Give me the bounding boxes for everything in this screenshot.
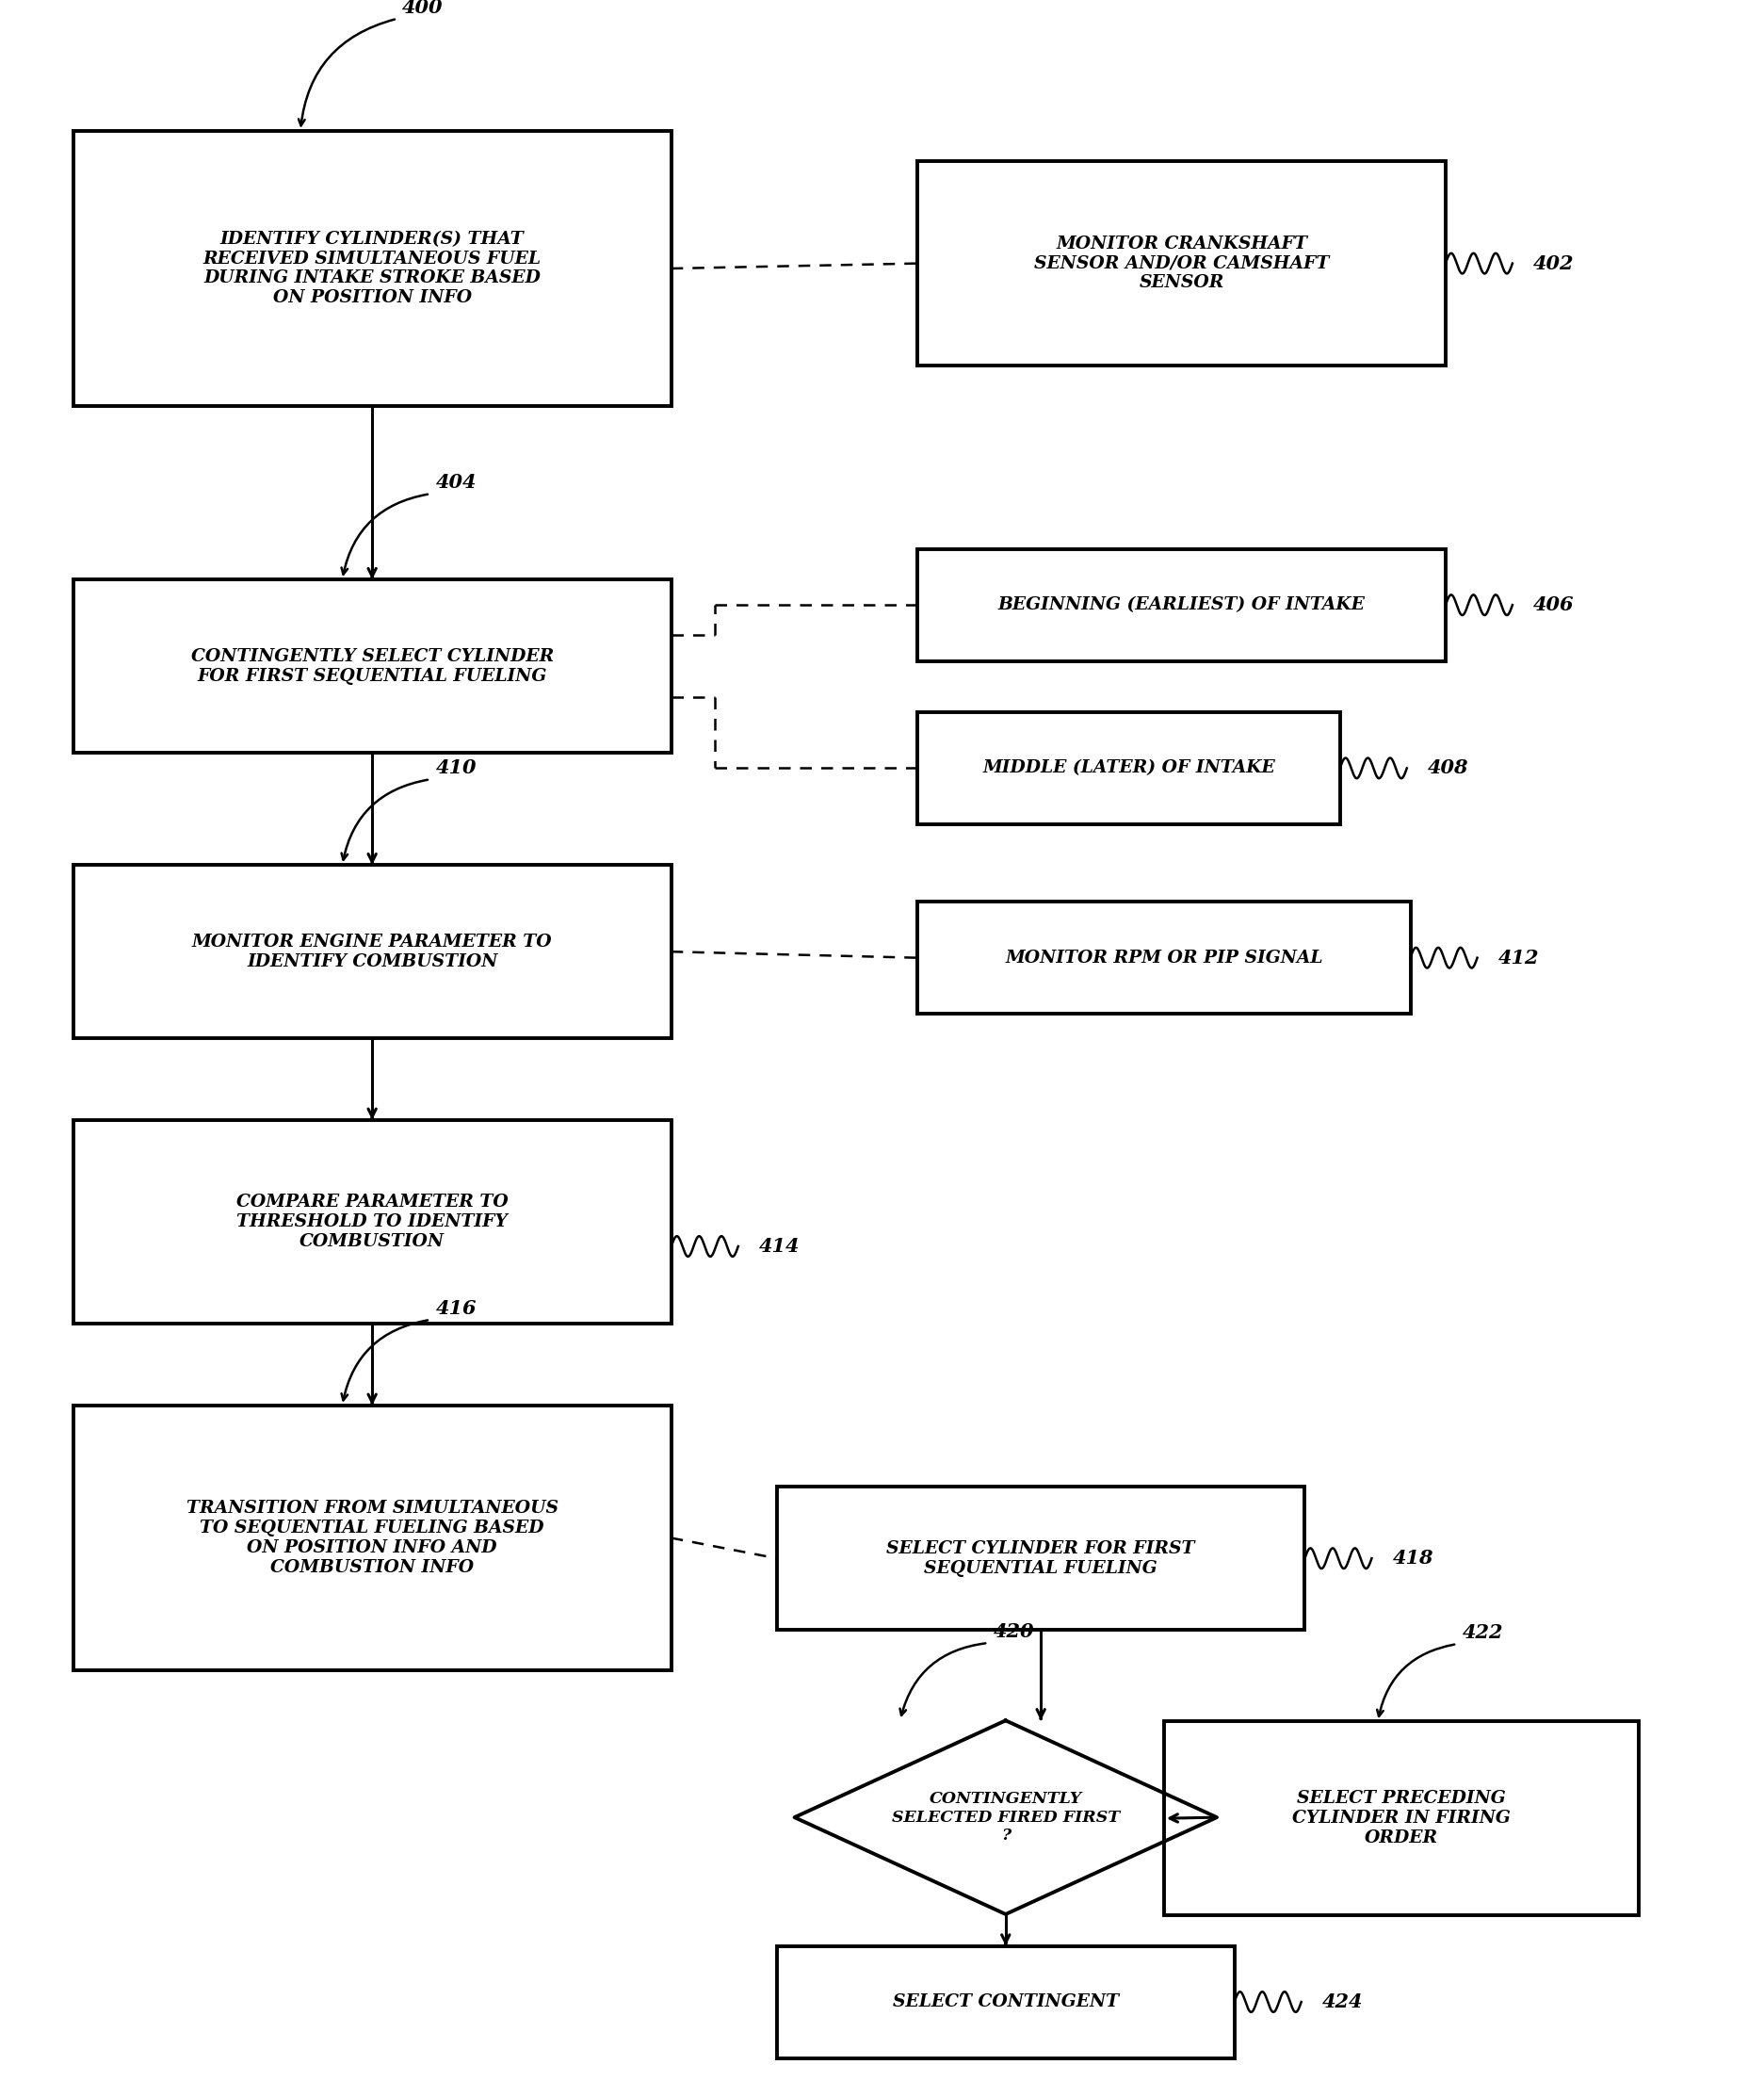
FancyBboxPatch shape [72,1120,670,1324]
Text: SELECT CYLINDER FOR FIRST
SEQUENTIAL FUELING: SELECT CYLINDER FOR FIRST SEQUENTIAL FUE… [886,1540,1194,1577]
Text: CONTINGENTLY
SELECTED FIRED FIRST
?: CONTINGENTLY SELECTED FIRED FIRST ? [891,1792,1118,1844]
Text: 418: 418 [1392,1548,1432,1567]
Text: COMPARE PARAMETER TO
THRESHOLD TO IDENTIFY
COMBUSTION: COMPARE PARAMETER TO THRESHOLD TO IDENTI… [236,1194,508,1251]
Text: MONITOR ENGINE PARAMETER TO
IDENTIFY COMBUSTION: MONITOR ENGINE PARAMETER TO IDENTIFY COM… [192,934,552,970]
Text: 404: 404 [436,472,476,491]
FancyBboxPatch shape [72,131,670,406]
FancyBboxPatch shape [72,866,670,1038]
FancyBboxPatch shape [917,162,1445,366]
Text: 402: 402 [1533,254,1573,273]
Text: 412: 412 [1498,949,1538,968]
Text: MONITOR RPM OR PIP SIGNAL: MONITOR RPM OR PIP SIGNAL [1004,949,1323,966]
Text: 424: 424 [1321,1992,1362,2012]
FancyBboxPatch shape [72,579,670,753]
Text: 416: 416 [436,1299,476,1317]
FancyBboxPatch shape [776,1488,1304,1629]
Text: 400: 400 [402,0,443,17]
Text: 410: 410 [436,757,476,778]
Polygon shape [794,1721,1215,1915]
Text: CONTINGENTLY SELECT CYLINDER
FOR FIRST SEQUENTIAL FUELING: CONTINGENTLY SELECT CYLINDER FOR FIRST S… [191,647,554,685]
FancyBboxPatch shape [72,1405,670,1671]
Text: 408: 408 [1427,760,1468,778]
FancyBboxPatch shape [917,712,1339,824]
Text: SELECT PRECEDING
CYLINDER IN FIRING
ORDER: SELECT PRECEDING CYLINDER IN FIRING ORDE… [1291,1790,1510,1846]
Text: MONITOR CRANKSHAFT
SENSOR AND/OR CAMSHAFT
SENSOR: MONITOR CRANKSHAFT SENSOR AND/OR CAMSHAF… [1034,235,1328,291]
Text: 406: 406 [1533,595,1573,614]
Text: 422: 422 [1462,1623,1503,1642]
Text: TRANSITION FROM SIMULTANEOUS
TO SEQUENTIAL FUELING BASED
ON POSITION INFO AND
CO: TRANSITION FROM SIMULTANEOUS TO SEQUENTI… [185,1500,557,1575]
Text: 414: 414 [759,1236,799,1255]
Text: 420: 420 [993,1621,1034,1642]
FancyBboxPatch shape [917,549,1445,662]
FancyBboxPatch shape [1164,1721,1639,1915]
Text: SELECT CONTINGENT: SELECT CONTINGENT [893,1994,1118,2010]
Text: BEGINNING (EARLIEST) OF INTAKE: BEGINNING (EARLIEST) OF INTAKE [997,597,1365,614]
FancyBboxPatch shape [776,1946,1233,2058]
Text: MIDDLE (LATER) OF INTAKE: MIDDLE (LATER) OF INTAKE [983,760,1274,776]
FancyBboxPatch shape [917,901,1409,1013]
Text: IDENTIFY CYLINDER(S) THAT
RECEIVED SIMULTANEOUS FUEL
DURING INTAKE STROKE BASED
: IDENTIFY CYLINDER(S) THAT RECEIVED SIMUL… [203,231,542,306]
